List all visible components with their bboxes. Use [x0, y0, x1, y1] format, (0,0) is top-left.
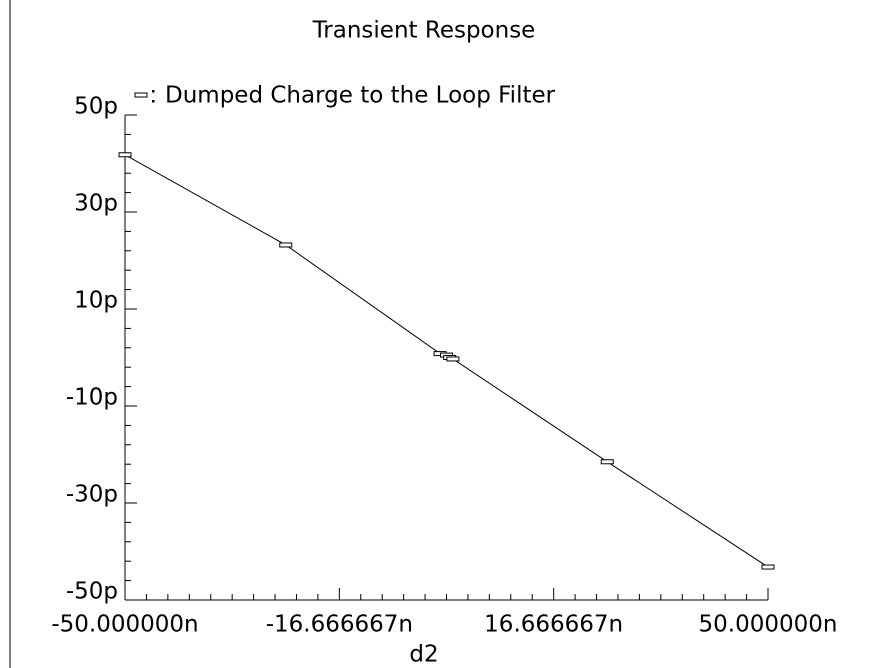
- legend-marker: [134, 92, 148, 98]
- data-marker: [600, 459, 614, 465]
- legend-label: Dumped Charge to the Loop Filter: [165, 83, 556, 109]
- x-tick-label: -16.666667n: [266, 612, 413, 638]
- y-tick-label: -50p: [66, 579, 118, 605]
- data-marker: [446, 356, 460, 362]
- x-tick-label: -50.000000n: [51, 612, 198, 638]
- x-tick-label: 50.000000n: [699, 612, 838, 638]
- x-axis-label: d2: [409, 642, 438, 668]
- y-tick-label: 30p: [74, 191, 118, 217]
- y-tick-label: -30p: [66, 482, 118, 508]
- y-tick-label: 10p: [74, 288, 118, 314]
- y-tick-label: -10p: [66, 385, 118, 411]
- x-tick-label: 16.666667n: [484, 612, 623, 638]
- data-marker: [761, 564, 775, 570]
- y-tick-label: 50p: [74, 94, 118, 120]
- data-marker: [118, 152, 132, 158]
- chart-title: Transient Response: [312, 18, 536, 44]
- legend-colon: [152, 100, 155, 103]
- legend-colon: [152, 90, 155, 93]
- data-marker: [279, 242, 293, 248]
